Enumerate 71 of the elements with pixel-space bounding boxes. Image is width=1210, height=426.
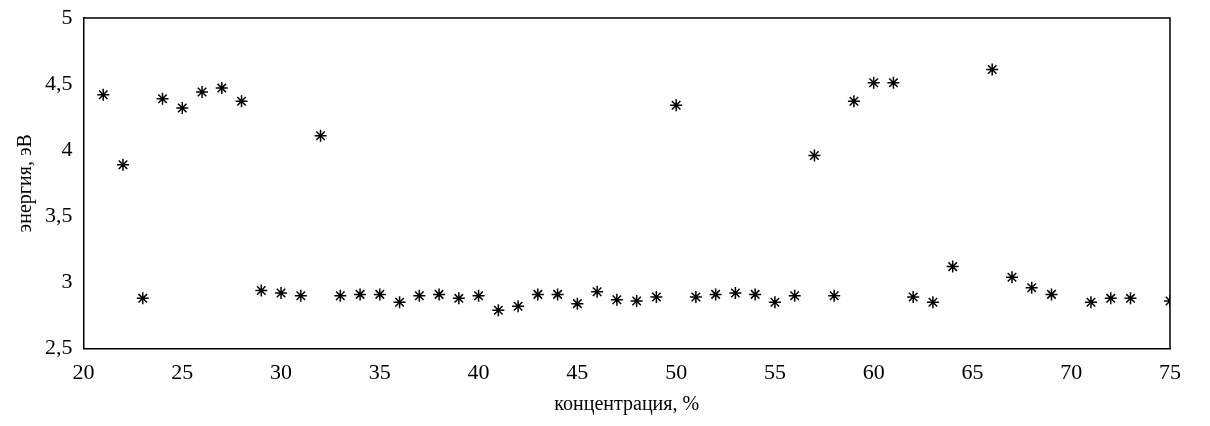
point (866, 76, 881, 90)
x-tick-label: 30 (270, 358, 293, 384)
point (550, 287, 565, 302)
point (432, 287, 446, 302)
point (945, 259, 960, 274)
x-axis-title: концентрация, % (554, 392, 700, 416)
point (847, 94, 861, 109)
point (590, 284, 604, 299)
point (274, 286, 288, 300)
point (689, 290, 703, 304)
point (985, 62, 999, 77)
y-tick-label: 4 (61, 136, 73, 162)
point (787, 288, 802, 303)
x-tick-label: 35 (368, 358, 391, 384)
x-tick-label: 25 (171, 358, 194, 384)
x-tick-label: 40 (467, 358, 490, 384)
y-tick-label: 5 (61, 3, 73, 29)
y-tick-label: 4,5 (45, 69, 73, 95)
point (1024, 281, 1039, 295)
point (1103, 291, 1118, 306)
point (116, 158, 130, 172)
point (610, 292, 624, 307)
point (412, 288, 427, 303)
point (155, 91, 170, 106)
x-tick-label: 20 (72, 358, 95, 384)
y-tick-label: 2,5 (45, 334, 73, 360)
point (886, 76, 901, 90)
point (175, 101, 190, 115)
point (629, 294, 644, 308)
y-axis-title: энергия, эВ (13, 134, 37, 233)
point (215, 81, 229, 95)
point (294, 288, 308, 303)
point (195, 85, 209, 99)
y-tick-label: 3 (61, 268, 73, 294)
point (333, 288, 348, 303)
point (353, 287, 367, 302)
x-tick-label: 60 (862, 358, 885, 384)
point (1123, 291, 1138, 306)
point (906, 290, 920, 304)
x-tick-label: 75 (1159, 358, 1181, 384)
point (807, 148, 822, 163)
point (452, 291, 466, 306)
point (234, 94, 249, 109)
point (1005, 270, 1019, 284)
point (669, 98, 683, 113)
point (471, 288, 486, 303)
point (728, 286, 743, 300)
point (1044, 287, 1059, 302)
x-tick-label: 50 (665, 358, 688, 384)
point (392, 295, 407, 310)
point (926, 295, 940, 310)
point (511, 299, 525, 314)
point (570, 296, 585, 311)
x-tick-label: 45 (566, 358, 589, 384)
point (313, 128, 328, 143)
x-tick-label: 70 (1060, 358, 1083, 384)
x-tick-label: 65 (961, 358, 984, 384)
x-tick-label: 55 (763, 358, 786, 384)
point (768, 295, 782, 310)
point (1084, 295, 1098, 310)
point (531, 287, 545, 302)
point (649, 290, 664, 304)
point (491, 303, 506, 317)
point (254, 283, 269, 298)
point (708, 287, 723, 302)
point (96, 87, 111, 102)
y-tick-label: 3,5 (45, 202, 73, 228)
point (373, 287, 387, 302)
point (748, 287, 762, 302)
point (136, 291, 150, 306)
point (827, 288, 841, 303)
